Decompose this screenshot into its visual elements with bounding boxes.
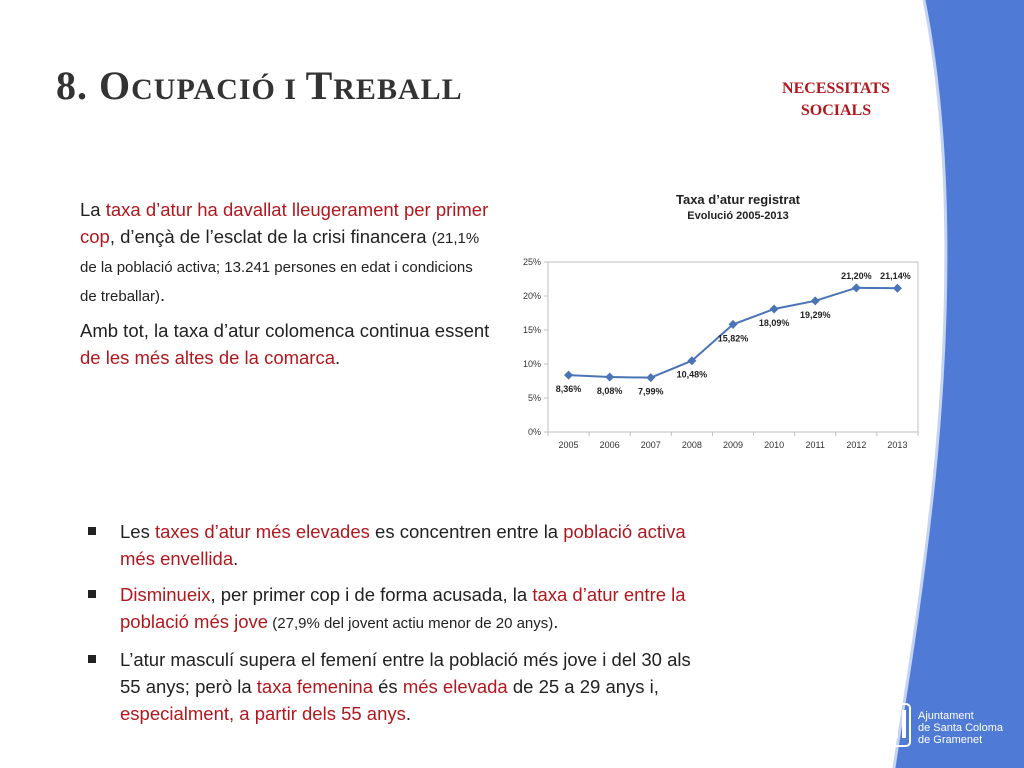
data-label: 21,20% (841, 271, 872, 281)
side-decoration (892, 0, 1024, 768)
y-tick-label: 0% (528, 427, 541, 437)
data-label: 8,36% (556, 384, 582, 394)
x-tick-label: 2006 (600, 440, 620, 450)
data-label: 10,48% (677, 370, 708, 380)
data-point (728, 319, 738, 329)
data-label: 19,29% (800, 310, 831, 320)
bullet-marker-icon (88, 527, 96, 535)
data-point (605, 372, 615, 382)
logo-line-2: de Santa Coloma (918, 722, 1003, 734)
logo-line-3: de Gramenet (918, 734, 983, 746)
bullet-item: Les taxes d’atur més elevades es concent… (88, 518, 708, 572)
bullet-marker-icon (88, 590, 96, 598)
x-tick-label: 2008 (682, 440, 702, 450)
y-tick-label: 15% (523, 325, 541, 335)
x-tick-label: 2010 (764, 440, 784, 450)
y-tick-label: 5% (528, 393, 541, 403)
logo-line-1: Ajuntament (918, 710, 974, 722)
section-tag-line2: SOCIALS (800, 102, 872, 119)
chart-title: Taxa d’atur registrat Evolució 2005-2013 (618, 192, 858, 224)
data-label: 21,14% (880, 271, 911, 281)
data-label: 8,08% (597, 386, 623, 396)
data-point (810, 296, 820, 306)
data-point (769, 304, 779, 314)
chart-subtitle: Evolució 2005-2013 (687, 210, 789, 222)
section-tag: NECESSITATS SOCIALS (770, 78, 902, 122)
x-tick-label: 2009 (723, 440, 743, 450)
y-tick-label: 25% (523, 257, 541, 267)
intro-paragraph-2: Amb tot, la taxa d’atur colomenca contin… (80, 320, 490, 368)
page-title: 8. Ocupació i Treball (56, 63, 463, 108)
logo-text: Ajuntament de Santa Coloma de Gramenet (918, 710, 1003, 746)
intro-paragraph-1: La taxa d’atur ha davallat lleugerament … (80, 199, 489, 305)
x-tick-label: 2013 (887, 440, 907, 450)
section-tag-line1: NECESSITATS (782, 80, 890, 97)
bullet-item: L’atur masculí supera el femení entre la… (88, 646, 708, 727)
x-tick-label: 2012 (846, 440, 866, 450)
bullet-item: Disminueix, per primer cop i de forma ac… (88, 581, 708, 637)
data-point (564, 370, 574, 380)
y-tick-label: 20% (523, 291, 541, 301)
data-point (646, 373, 656, 383)
x-tick-label: 2011 (806, 440, 825, 450)
bullet-list: Les taxes d’atur més elevades es concent… (88, 518, 708, 736)
x-tick-label: 2005 (559, 440, 579, 450)
x-tick-label: 2007 (641, 440, 661, 450)
data-point (851, 283, 861, 293)
municipality-logo-icon (865, 703, 911, 747)
unemployment-line-chart: 0% 5% 10% 15% 20% 25% 2005 2006 2007 2008 2009 2010… (523, 257, 919, 450)
data-point (892, 283, 902, 293)
data-point (687, 356, 697, 366)
bullet-marker-icon (88, 655, 96, 663)
data-label: 7,99% (638, 387, 664, 397)
y-tick-label: 10% (523, 359, 541, 369)
plot-area (547, 261, 919, 433)
data-label: 15,82% (718, 333, 749, 343)
chart-title-text: Taxa d’atur registrat (675, 192, 801, 207)
data-label: 18,09% (759, 318, 790, 328)
